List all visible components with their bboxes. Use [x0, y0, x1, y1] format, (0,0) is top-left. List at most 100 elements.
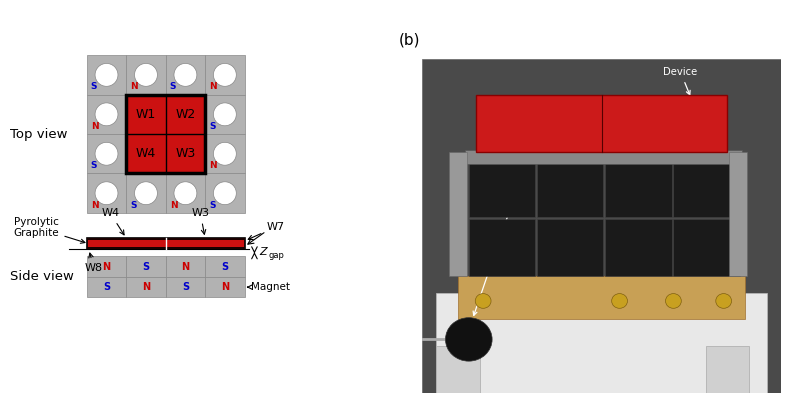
Bar [166, 277, 205, 297]
Bar [205, 173, 245, 213]
Text: W3: W3 [175, 147, 196, 160]
Bar [126, 55, 166, 94]
Text: W1: W1 [136, 108, 156, 121]
Bar [166, 94, 205, 134]
Bar [449, 152, 467, 276]
Text: S: S [181, 282, 189, 292]
Bar [205, 134, 245, 173]
Text: Device: Device [664, 67, 697, 95]
Circle shape [213, 143, 237, 165]
Bar [126, 94, 205, 173]
Bar [87, 277, 126, 297]
Bar [87, 247, 245, 249]
Circle shape [174, 182, 197, 205]
Bar [205, 94, 245, 134]
Text: W2: W2 [175, 108, 196, 121]
Bar [674, 219, 740, 276]
Circle shape [135, 143, 158, 165]
Circle shape [95, 64, 118, 86]
Text: W7: W7 [249, 222, 284, 240]
Bar [605, 161, 671, 217]
Text: N: N [103, 262, 110, 272]
Text: W3: W3 [192, 209, 209, 234]
Circle shape [665, 293, 682, 308]
Circle shape [716, 293, 731, 308]
Text: Top view: Top view [9, 127, 67, 140]
Bar [87, 94, 126, 134]
Circle shape [135, 64, 158, 86]
Bar [87, 238, 245, 240]
Text: S: S [209, 201, 215, 210]
Text: N: N [221, 282, 229, 292]
Bar [466, 150, 742, 164]
Bar [166, 55, 205, 94]
Bar [205, 256, 245, 277]
Circle shape [174, 64, 197, 86]
Circle shape [213, 103, 237, 126]
Circle shape [475, 293, 491, 308]
Text: N: N [91, 201, 99, 210]
Bar [674, 161, 740, 217]
Text: S: S [142, 262, 150, 272]
Circle shape [446, 318, 492, 361]
Bar [205, 55, 245, 94]
Bar [126, 277, 166, 297]
Bar [87, 55, 126, 94]
Text: W4: W4 [136, 147, 156, 160]
Text: N: N [209, 82, 217, 92]
Text: N: N [142, 282, 150, 292]
Bar [436, 293, 767, 393]
Bar [469, 219, 535, 276]
Circle shape [611, 293, 627, 308]
Text: Accelerometer: Accelerometer [473, 124, 574, 316]
Bar [126, 173, 166, 213]
Text: N: N [91, 122, 99, 131]
Text: S: S [130, 201, 136, 210]
Text: S: S [209, 122, 215, 131]
Text: N: N [181, 262, 189, 272]
Text: N: N [209, 161, 217, 171]
Bar [166, 134, 205, 173]
Bar [126, 94, 166, 134]
Bar [166, 173, 205, 213]
Circle shape [95, 182, 118, 205]
Bar [87, 256, 126, 277]
Text: Z: Z [259, 247, 267, 257]
Bar [205, 277, 245, 297]
Circle shape [174, 103, 197, 126]
Bar [476, 95, 727, 152]
Bar [126, 134, 166, 173]
Text: Magnet: Magnet [248, 282, 290, 292]
Circle shape [95, 103, 118, 126]
Bar [166, 256, 205, 277]
Text: S: S [221, 262, 229, 272]
Bar [87, 238, 245, 249]
Bar [87, 134, 126, 173]
Bar [605, 219, 671, 276]
Circle shape [135, 103, 158, 126]
Circle shape [174, 143, 197, 165]
Bar [469, 161, 535, 217]
Circle shape [213, 182, 237, 205]
Text: (b): (b) [398, 32, 420, 47]
Text: gap: gap [268, 252, 284, 260]
Bar [458, 276, 745, 319]
Text: S: S [91, 82, 97, 92]
Text: S: S [170, 82, 176, 92]
Bar [126, 256, 166, 277]
Bar [705, 346, 749, 393]
Bar [729, 152, 747, 276]
Circle shape [135, 182, 158, 205]
Text: W8: W8 [85, 253, 103, 273]
Text: W4: W4 [102, 209, 124, 235]
Text: Side view: Side view [9, 270, 73, 283]
Bar [537, 161, 604, 217]
Text: N: N [130, 82, 138, 92]
Text: S: S [91, 161, 97, 171]
Bar [87, 173, 126, 213]
Circle shape [95, 143, 118, 165]
Circle shape [213, 64, 237, 86]
Text: Pyrolytic
Graphite: Pyrolytic Graphite [14, 217, 85, 243]
Text: S: S [103, 282, 110, 292]
Bar [436, 346, 480, 393]
